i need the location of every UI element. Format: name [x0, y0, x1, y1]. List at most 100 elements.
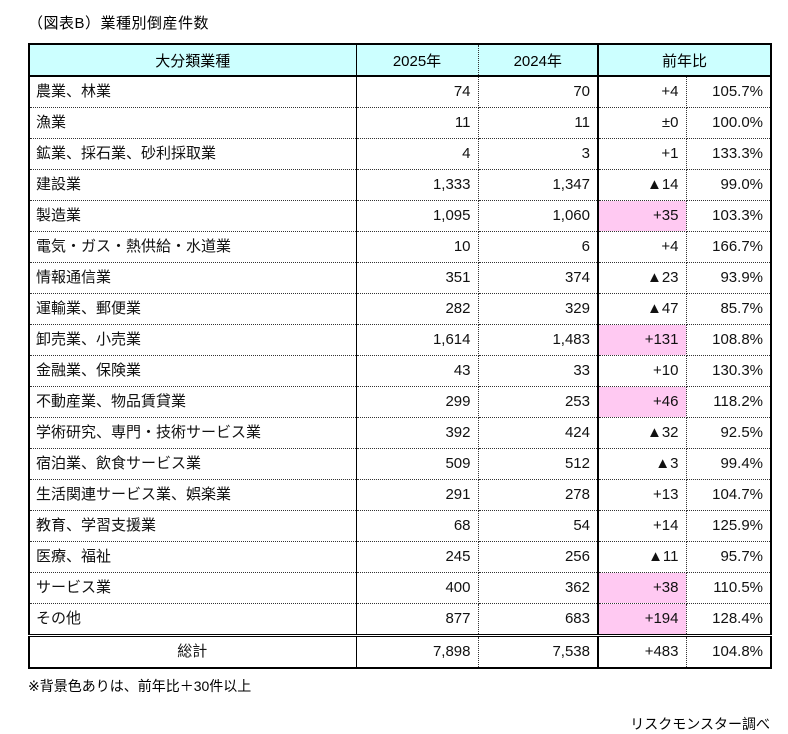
yoy-ratio-cell: 166.7%: [686, 231, 772, 263]
yoy-ratio-cell: 125.9%: [686, 510, 772, 542]
yoy-ratio-cell: 99.0%: [686, 169, 772, 201]
yoy-ratio-cell: 108.8%: [686, 324, 772, 356]
count-2025-cell: 10: [356, 231, 479, 263]
yoy-diff-cell: ▲23: [598, 262, 687, 294]
yoy-diff-cell: +483: [598, 634, 687, 668]
table-row: サービス業 400 362 +38 110.5%: [29, 572, 772, 604]
yoy-ratio-cell: 130.3%: [686, 355, 772, 387]
count-2024-cell: 54: [478, 510, 599, 542]
bankruptcy-by-industry-table: 大分類業種 2025年 2024年 前年比 農業、林業 74 70 +4 105.7% 漁…: [28, 43, 773, 669]
table-row: 宿泊業、飲食サービス業 509 512 ▲3 99.4%: [29, 448, 772, 480]
header-row: 大分類業種 2025年 2024年 前年比: [29, 44, 772, 77]
industry-cell: 製造業: [29, 200, 357, 232]
yoy-diff-cell: +131: [598, 324, 687, 356]
count-2024-cell: 424: [478, 417, 599, 449]
yoy-diff-cell: +4: [598, 231, 687, 263]
header-industry: 大分類業種: [29, 44, 357, 77]
industry-cell: 医療、福祉: [29, 541, 357, 573]
industry-cell: 電気・ガス・熱供給・水道業: [29, 231, 357, 263]
yoy-diff-cell: +46: [598, 386, 687, 418]
yoy-diff-cell: +38: [598, 572, 687, 604]
yoy-ratio-cell: 104.7%: [686, 479, 772, 511]
yoy-diff-cell: ▲3: [598, 448, 687, 480]
count-2024-cell: 11: [478, 107, 599, 139]
count-2025-cell: 282: [356, 293, 479, 325]
count-2025-cell: 509: [356, 448, 479, 480]
industry-cell: 生活関連サービス業、娯楽業: [29, 479, 357, 511]
industry-cell: 不動産業、物品賃貸業: [29, 386, 357, 418]
count-2025-cell: 351: [356, 262, 479, 294]
header-2025: 2025年: [356, 44, 479, 77]
table-row: 教育、学習支援業 68 54 +14 125.9%: [29, 510, 772, 542]
table-row: 不動産業、物品賃貸業 299 253 +46 118.2%: [29, 386, 772, 418]
count-2025-cell: 245: [356, 541, 479, 573]
industry-cell: 総計: [29, 634, 357, 668]
yoy-ratio-cell: 95.7%: [686, 541, 772, 573]
yoy-ratio-cell: 85.7%: [686, 293, 772, 325]
count-2024-cell: 33: [478, 355, 599, 387]
count-2024-cell: 374: [478, 262, 599, 294]
count-2025-cell: 11: [356, 107, 479, 139]
industry-cell: 建設業: [29, 169, 357, 201]
yoy-diff-cell: +14: [598, 510, 687, 542]
header-2024: 2024年: [478, 44, 599, 77]
yoy-ratio-cell: 105.7%: [686, 76, 772, 108]
count-2025-cell: 74: [356, 76, 479, 108]
industry-cell: 教育、学習支援業: [29, 510, 357, 542]
yoy-ratio-cell: 118.2%: [686, 386, 772, 418]
yoy-diff-cell: ▲32: [598, 417, 687, 449]
table-row: 建設業 1,333 1,347 ▲14 99.0%: [29, 169, 772, 201]
yoy-ratio-cell: 110.5%: [686, 572, 772, 604]
industry-cell: 鉱業、採石業、砂利採取業: [29, 138, 357, 170]
count-2025-cell: 7,898: [356, 634, 479, 668]
industry-cell: サービス業: [29, 572, 357, 604]
count-2024-cell: 7,538: [478, 634, 599, 668]
table-row: 卸売業、小売業 1,614 1,483 +131 108.8%: [29, 324, 772, 356]
industry-cell: その他: [29, 603, 357, 636]
table-row: 電気・ガス・熱供給・水道業 10 6 +4 166.7%: [29, 231, 772, 263]
count-2025-cell: 1,333: [356, 169, 479, 201]
count-2025-cell: 1,095: [356, 200, 479, 232]
yoy-ratio-cell: 93.9%: [686, 262, 772, 294]
yoy-ratio-cell: 92.5%: [686, 417, 772, 449]
table-row: 情報通信業 351 374 ▲23 93.9%: [29, 262, 772, 294]
count-2024-cell: 1,347: [478, 169, 599, 201]
count-2024-cell: 362: [478, 572, 599, 604]
count-2025-cell: 1,614: [356, 324, 479, 356]
industry-cell: 情報通信業: [29, 262, 357, 294]
industry-cell: 運輸業、郵便業: [29, 293, 357, 325]
count-2024-cell: 1,060: [478, 200, 599, 232]
yoy-ratio-cell: 99.4%: [686, 448, 772, 480]
count-2024-cell: 253: [478, 386, 599, 418]
count-2025-cell: 392: [356, 417, 479, 449]
table-row: 学術研究、専門・技術サービス業 392 424 ▲32 92.5%: [29, 417, 772, 449]
count-2024-cell: 256: [478, 541, 599, 573]
count-2024-cell: 683: [478, 603, 599, 636]
yoy-diff-cell: ▲14: [598, 169, 687, 201]
yoy-ratio-cell: 133.3%: [686, 138, 772, 170]
header-yoy: 前年比: [598, 44, 772, 77]
yoy-diff-cell: +10: [598, 355, 687, 387]
yoy-diff-cell: ±0: [598, 107, 687, 139]
industry-cell: 農業、林業: [29, 76, 357, 108]
industry-cell: 金融業、保険業: [29, 355, 357, 387]
yoy-diff-cell: +4: [598, 76, 687, 108]
count-2024-cell: 6: [478, 231, 599, 263]
yoy-ratio-cell: 103.3%: [686, 200, 772, 232]
count-2024-cell: 1,483: [478, 324, 599, 356]
yoy-ratio-cell: 128.4%: [686, 603, 772, 636]
yoy-diff-cell: +35: [598, 200, 687, 232]
source-credit: リスクモンスター調べ: [630, 716, 770, 732]
count-2025-cell: 68: [356, 510, 479, 542]
table-row: 医療、福祉 245 256 ▲11 95.7%: [29, 541, 772, 573]
table-row: 農業、林業 74 70 +4 105.7%: [29, 76, 772, 108]
table-row: 運輸業、郵便業 282 329 ▲47 85.7%: [29, 293, 772, 325]
table-row: その他 877 683 +194 128.4%: [29, 603, 772, 636]
yoy-ratio-cell: 104.8%: [686, 634, 772, 668]
yoy-diff-cell: ▲47: [598, 293, 687, 325]
footnote: ※背景色ありは、前年比＋30件以上: [28, 678, 252, 694]
table-row: 鉱業、採石業、砂利採取業 4 3 +1 133.3%: [29, 138, 772, 170]
count-2025-cell: 291: [356, 479, 479, 511]
industry-cell: 漁業: [29, 107, 357, 139]
